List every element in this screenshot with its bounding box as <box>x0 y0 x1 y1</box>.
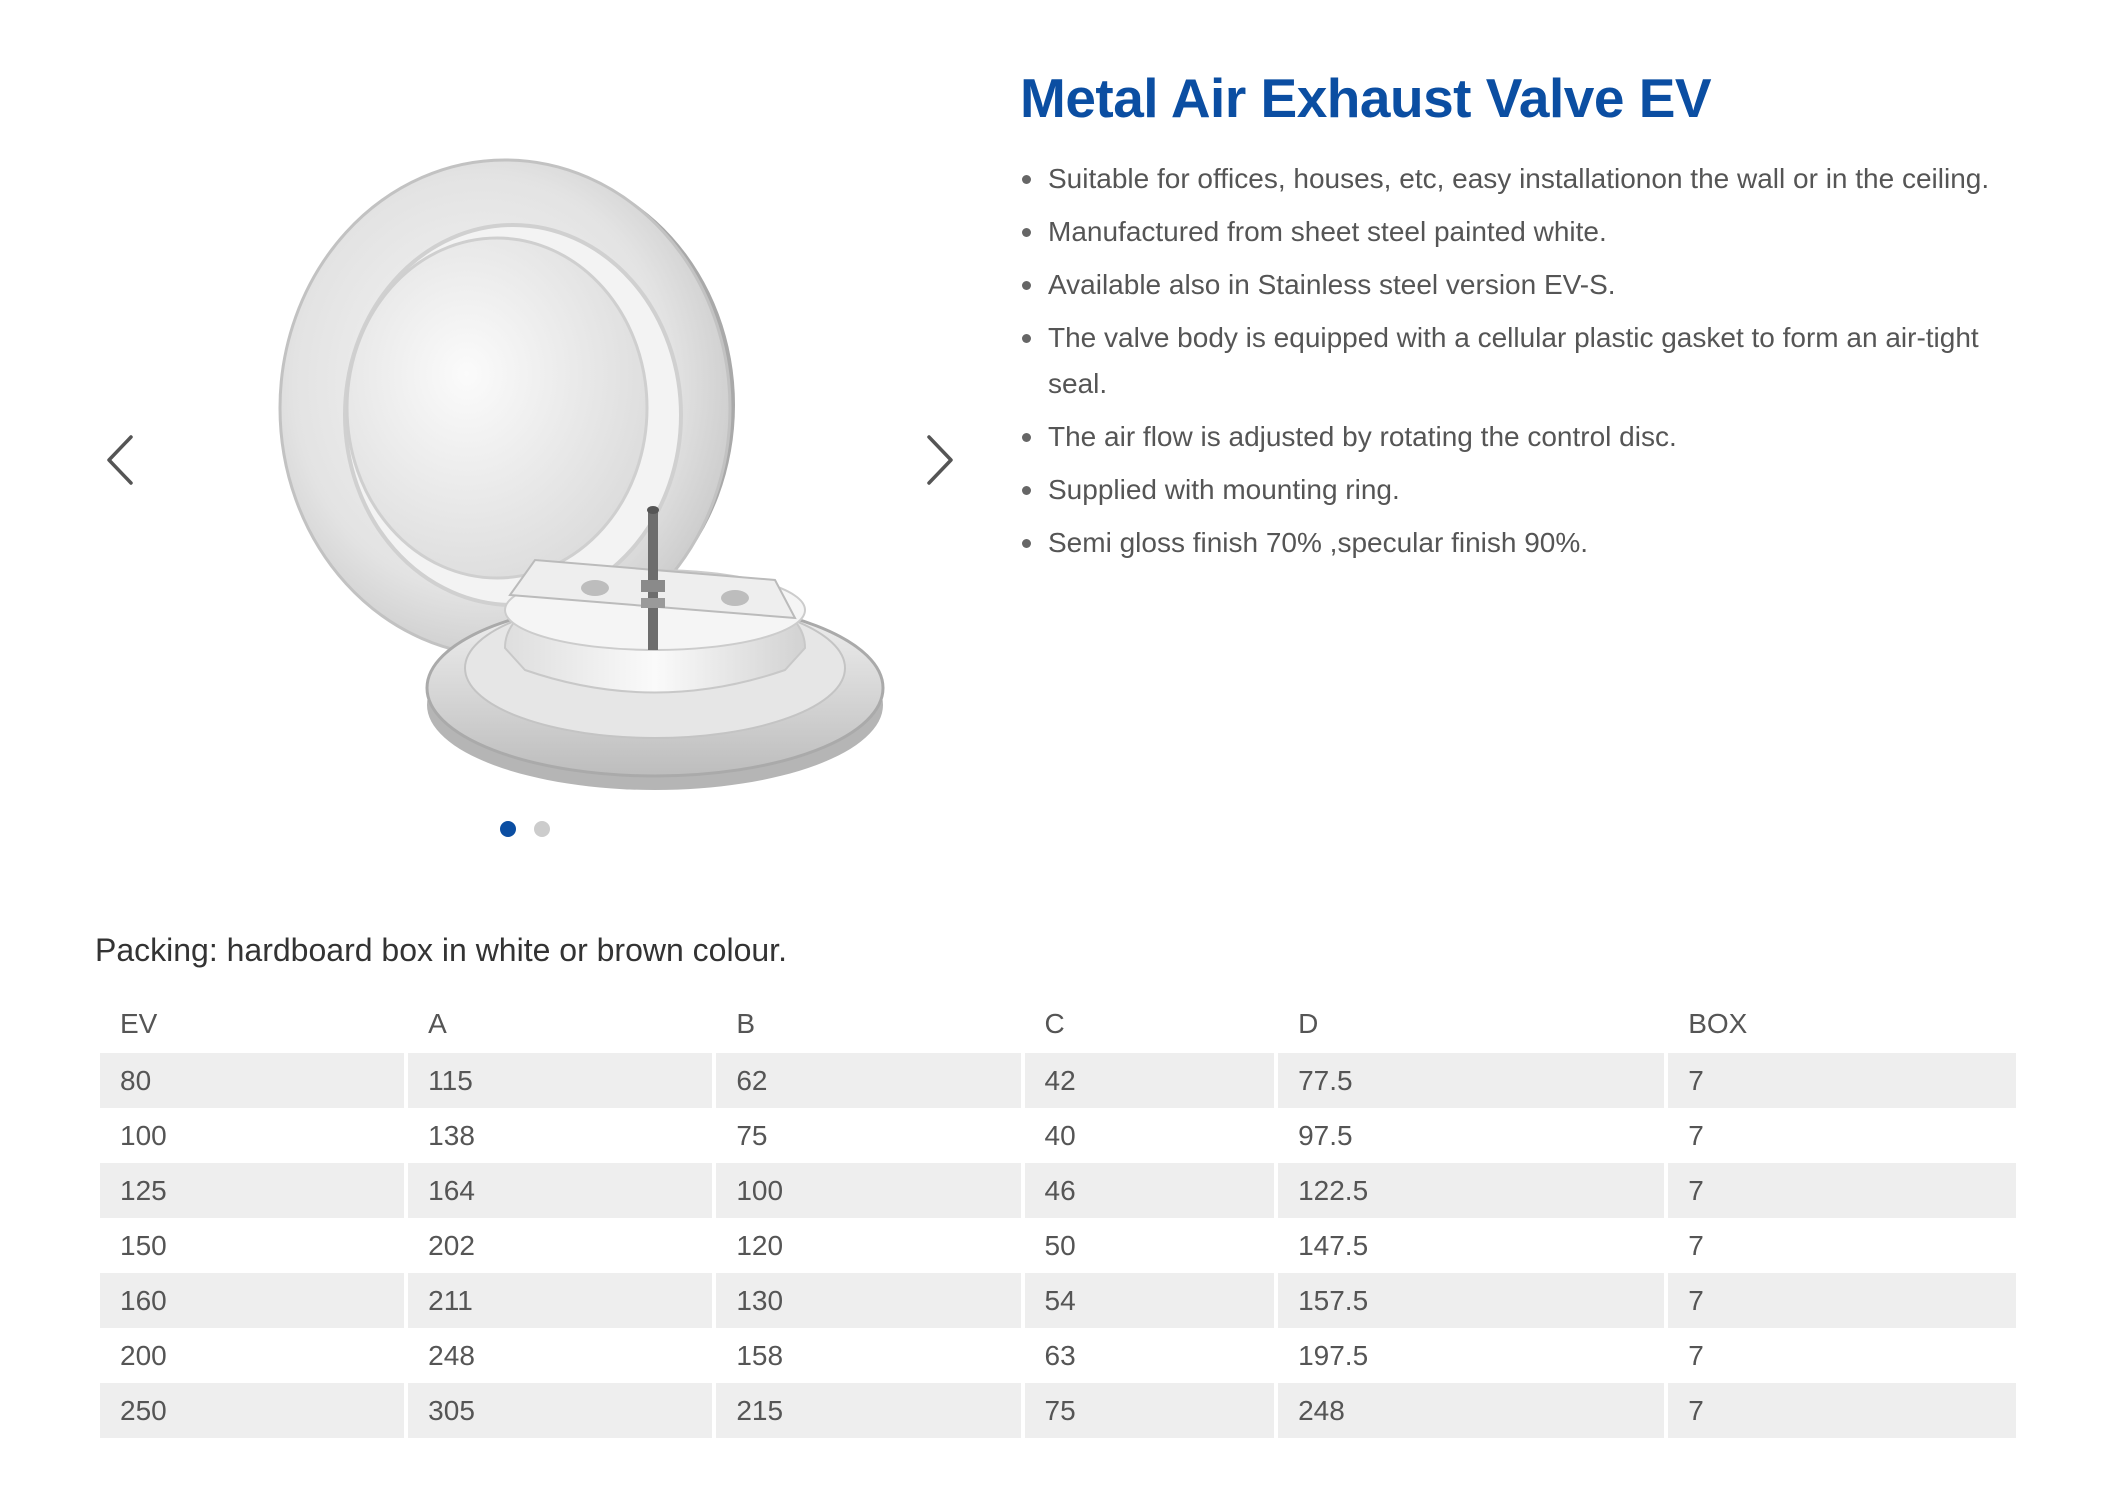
table-cell: 158 <box>716 1328 1021 1383</box>
table-header-row: EV A B C D BOX <box>100 995 2016 1053</box>
table-cell: 125 <box>100 1163 405 1218</box>
feature-item: Suitable for offices, houses, etc, easy … <box>1020 156 2020 202</box>
table-cell: 80 <box>100 1053 405 1108</box>
table-cell: 46 <box>1024 1163 1275 1218</box>
table-cell: 305 <box>408 1383 713 1438</box>
table-cell: 164 <box>408 1163 713 1218</box>
column-header-a: A <box>428 1008 447 1039</box>
table-cell: 7 <box>1668 1108 2016 1163</box>
feature-item: Semi gloss finish 70% ,specular finish 9… <box>1020 520 2020 566</box>
table-cell: 7 <box>1668 1273 2016 1328</box>
table-cell: 54 <box>1024 1273 1275 1328</box>
table-row: 80 115 62 42 77.5 7 <box>100 1053 2016 1108</box>
table-cell: 115 <box>408 1053 713 1108</box>
feature-list: Suitable for offices, houses, etc, easy … <box>1020 156 2020 566</box>
feature-item: The valve body is equipped with a cellul… <box>1020 315 2020 407</box>
packing-note: Packing: hardboard box in white or brown… <box>95 932 787 968</box>
column-header-d: D <box>1298 1008 1319 1039</box>
table-cell: 130 <box>716 1273 1021 1328</box>
table-cell: 211 <box>408 1273 713 1328</box>
table-row: 250 305 215 75 248 7 <box>100 1383 2016 1438</box>
table-cell: 150 <box>100 1218 405 1273</box>
carousel-next-button[interactable] <box>915 425 965 495</box>
chevron-right-icon <box>927 435 953 485</box>
table-cell: 42 <box>1024 1053 1275 1108</box>
table-cell: 197.5 <box>1278 1328 1665 1383</box>
table-cell: 250 <box>100 1383 405 1438</box>
table-row: 125 164 100 46 122.5 7 <box>100 1163 2016 1218</box>
product-gallery <box>95 120 975 850</box>
column-header-c: C <box>1044 1008 1065 1039</box>
carousel-prev-button[interactable] <box>95 425 145 495</box>
feature-item: Available also in Stainless steel versio… <box>1020 262 2020 308</box>
product-info: Metal Air Exhaust Valve EV Suitable for … <box>1020 62 2020 573</box>
table-cell: 7 <box>1668 1163 2016 1218</box>
product-image <box>278 158 885 790</box>
table-cell: 75 <box>716 1108 1021 1163</box>
table-cell: 200 <box>100 1328 405 1383</box>
table-cell: 7 <box>1668 1383 2016 1438</box>
table-cell: 7 <box>1668 1328 2016 1383</box>
carousel-dot-1[interactable] <box>500 821 516 837</box>
feature-item: Supplied with mounting ring. <box>1020 467 2020 513</box>
table-cell: 157.5 <box>1278 1273 1665 1328</box>
column-header-box: BOX <box>1688 1008 1748 1039</box>
table-cell: 77.5 <box>1278 1053 1665 1108</box>
feature-item: The air flow is adjusted by rotating the… <box>1020 414 2020 460</box>
table-cell: 50 <box>1024 1218 1275 1273</box>
dimensions-table: EV A B C D BOX 80 115 62 42 77.5 7 100 1… <box>96 995 2020 1438</box>
table-cell: 62 <box>716 1053 1021 1108</box>
table-cell: 97.5 <box>1278 1108 1665 1163</box>
column-header-ev: EV <box>120 1008 158 1039</box>
table-cell: 7 <box>1668 1053 2016 1108</box>
chevron-left-icon <box>107 435 133 485</box>
table-cell: 202 <box>408 1218 713 1273</box>
table-cell: 147.5 <box>1278 1218 1665 1273</box>
table-cell: 248 <box>1278 1383 1665 1438</box>
table-cell: 248 <box>408 1328 713 1383</box>
table-cell: 100 <box>716 1163 1021 1218</box>
table-row: 150 202 120 50 147.5 7 <box>100 1218 2016 1273</box>
carousel-pagination <box>500 821 550 837</box>
table-cell: 138 <box>408 1108 713 1163</box>
column-header-b: B <box>736 1008 756 1039</box>
product-title: Metal Air Exhaust Valve EV <box>1020 67 1712 129</box>
table-cell: 215 <box>716 1383 1021 1438</box>
table-row: 160 211 130 54 157.5 7 <box>100 1273 2016 1328</box>
table-row: 200 248 158 63 197.5 7 <box>100 1328 2016 1383</box>
table-cell: 7 <box>1668 1218 2016 1273</box>
table-cell: 100 <box>100 1108 405 1163</box>
table-cell: 120 <box>716 1218 1021 1273</box>
table-cell: 122.5 <box>1278 1163 1665 1218</box>
table-cell: 63 <box>1024 1328 1275 1383</box>
feature-item: Manufactured from sheet steel painted wh… <box>1020 209 2020 255</box>
table-row: 100 138 75 40 97.5 7 <box>100 1108 2016 1163</box>
table-cell: 75 <box>1024 1383 1275 1438</box>
table-cell: 160 <box>100 1273 405 1328</box>
table-cell: 40 <box>1024 1108 1275 1163</box>
carousel-dot-2[interactable] <box>534 821 550 837</box>
